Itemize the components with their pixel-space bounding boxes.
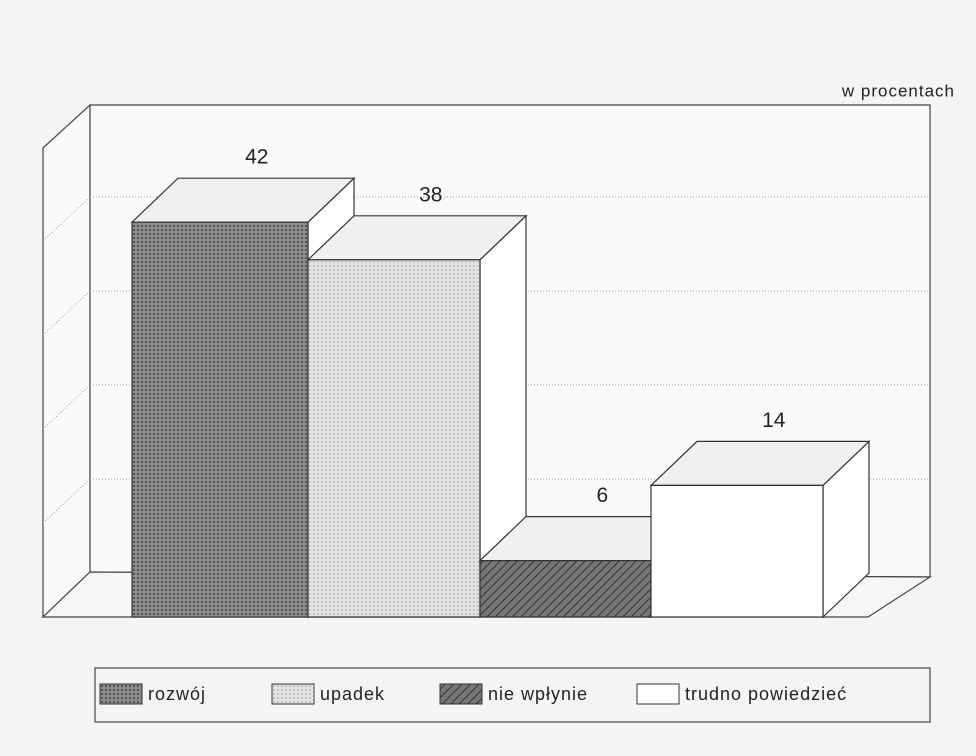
legend-label: nie wpłynie — [488, 684, 588, 704]
left-wall — [42, 103, 91, 619]
legend-label: rozwój — [148, 684, 206, 704]
bar — [307, 259, 481, 618]
legend-swatch-texture — [272, 684, 314, 704]
legend-swatch — [636, 683, 680, 705]
value-label: 14 — [762, 409, 786, 432]
legend-swatch-texture — [100, 684, 142, 704]
bar — [479, 559, 652, 618]
bar — [131, 221, 309, 618]
value-label: 38 — [419, 183, 442, 206]
legend-box — [94, 667, 931, 723]
legend-swatch-texture — [440, 684, 482, 704]
legend-label: trudno powiedzieć — [685, 684, 847, 704]
bar — [650, 484, 824, 618]
legend-label: upadek — [320, 684, 385, 704]
unit-label: w procentach — [841, 81, 955, 100]
value-label: 42 — [245, 146, 268, 169]
value-label: 6 — [596, 484, 608, 507]
